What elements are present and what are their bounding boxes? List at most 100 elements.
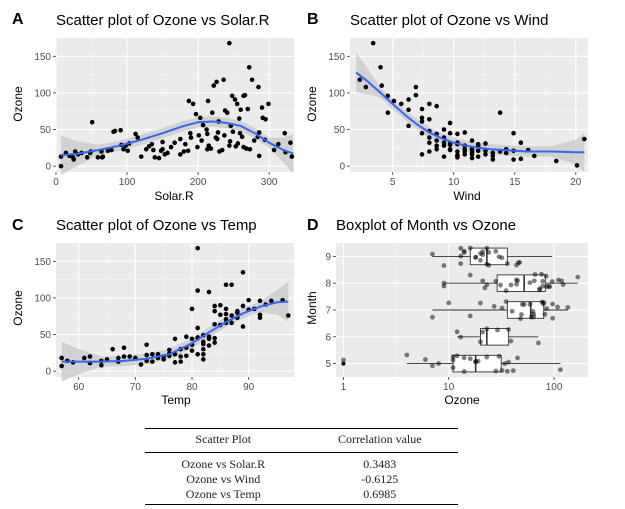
data-point xyxy=(221,77,226,83)
smooth-line xyxy=(61,300,289,363)
data-point xyxy=(227,143,232,148)
panel-d-ylabel: Month xyxy=(305,291,319,324)
data-point xyxy=(462,152,468,157)
table-row: Ozone vs Solar.R 0.3483 xyxy=(145,453,458,473)
data-point xyxy=(282,130,288,136)
data-point xyxy=(427,135,432,140)
data-point xyxy=(246,297,251,303)
jitter-point xyxy=(498,282,503,288)
data-point xyxy=(455,152,460,158)
data-point xyxy=(138,362,144,367)
data-point xyxy=(195,325,200,331)
data-point xyxy=(247,147,253,152)
data-point xyxy=(195,288,200,293)
data-point xyxy=(483,141,488,146)
data-point xyxy=(172,360,178,365)
x-tick-label: 0 xyxy=(53,177,59,188)
data-point xyxy=(219,147,225,153)
data-point xyxy=(503,150,509,156)
data-point xyxy=(257,298,263,304)
data-point xyxy=(150,359,155,364)
data-point xyxy=(483,152,488,157)
data-point xyxy=(178,152,183,157)
data-point xyxy=(201,346,206,352)
jitter-point xyxy=(454,329,460,335)
data-point xyxy=(84,155,90,160)
data-point xyxy=(206,343,212,348)
data-point xyxy=(151,147,156,153)
data-point xyxy=(259,105,265,110)
jitter-point xyxy=(504,261,510,266)
data-point xyxy=(234,101,240,107)
jitter-point xyxy=(450,357,456,363)
jitter-point xyxy=(484,282,490,288)
x-tick-label: 90 xyxy=(243,382,255,393)
data-point xyxy=(441,127,447,132)
jitter-point xyxy=(575,274,581,280)
data-point xyxy=(235,308,240,314)
data-point xyxy=(419,119,425,124)
data-point xyxy=(105,148,111,154)
data-point xyxy=(475,154,481,159)
data-point xyxy=(257,312,263,318)
data-point xyxy=(413,84,419,90)
jitter-point xyxy=(549,279,555,284)
data-point xyxy=(518,156,524,162)
data-point xyxy=(553,158,559,164)
data-point xyxy=(212,335,217,341)
data-point xyxy=(185,148,191,154)
x-tick-label: 20 xyxy=(570,177,582,188)
jitter-point xyxy=(491,304,497,309)
table-header-row: Scatter Plot Correlation value xyxy=(145,428,458,453)
x-tick-label: 70 xyxy=(130,382,142,393)
data-point xyxy=(256,84,261,90)
data-point xyxy=(518,140,524,146)
table-header-cell: Correlation value xyxy=(301,428,458,453)
data-point xyxy=(214,136,220,142)
data-point xyxy=(229,320,234,326)
data-point xyxy=(363,84,369,90)
data-point xyxy=(447,147,453,153)
data-point xyxy=(189,348,195,353)
data-point xyxy=(95,155,101,160)
data-point xyxy=(133,131,138,137)
jitter-point xyxy=(496,254,502,260)
smooth-line xyxy=(60,120,294,157)
data-point xyxy=(357,77,363,83)
x-tick-label: 100 xyxy=(546,382,563,393)
jitter-point xyxy=(499,368,505,373)
data-point xyxy=(441,154,447,159)
data-point xyxy=(193,111,199,117)
table-cell: Ozone vs Temp xyxy=(145,487,302,505)
jitter-point xyxy=(559,278,565,284)
x-tick-label: 60 xyxy=(73,382,85,393)
data-point xyxy=(58,163,64,169)
y-tick-label: 100 xyxy=(328,88,345,99)
data-point xyxy=(227,138,233,144)
data-point xyxy=(197,115,203,121)
table-header-cell: Scatter Plot xyxy=(145,428,302,453)
data-point xyxy=(188,135,194,140)
jitter-point xyxy=(510,368,516,374)
data-point xyxy=(201,352,206,357)
jitter-point xyxy=(537,286,543,292)
panel-c-ylabel: Ozone xyxy=(11,290,25,326)
data-point xyxy=(189,306,195,312)
data-point xyxy=(168,144,174,150)
y-tick-label: 0 xyxy=(45,162,51,173)
panel-a-plot-area: 0 100 200 300 0 50 100 150 xyxy=(34,38,295,188)
jitter-point xyxy=(436,361,441,367)
data-point xyxy=(240,324,246,329)
data-point xyxy=(205,131,210,137)
jitter-point xyxy=(506,327,511,332)
data-point xyxy=(419,130,425,136)
data-point xyxy=(378,64,383,70)
jitter-point xyxy=(404,352,410,358)
jitter-point xyxy=(555,304,560,310)
data-point xyxy=(160,147,165,152)
jitter-point xyxy=(515,355,520,361)
x-tick-label: 200 xyxy=(190,177,207,188)
data-point xyxy=(276,141,281,147)
data-point xyxy=(200,122,206,128)
jitter-point xyxy=(531,314,537,320)
